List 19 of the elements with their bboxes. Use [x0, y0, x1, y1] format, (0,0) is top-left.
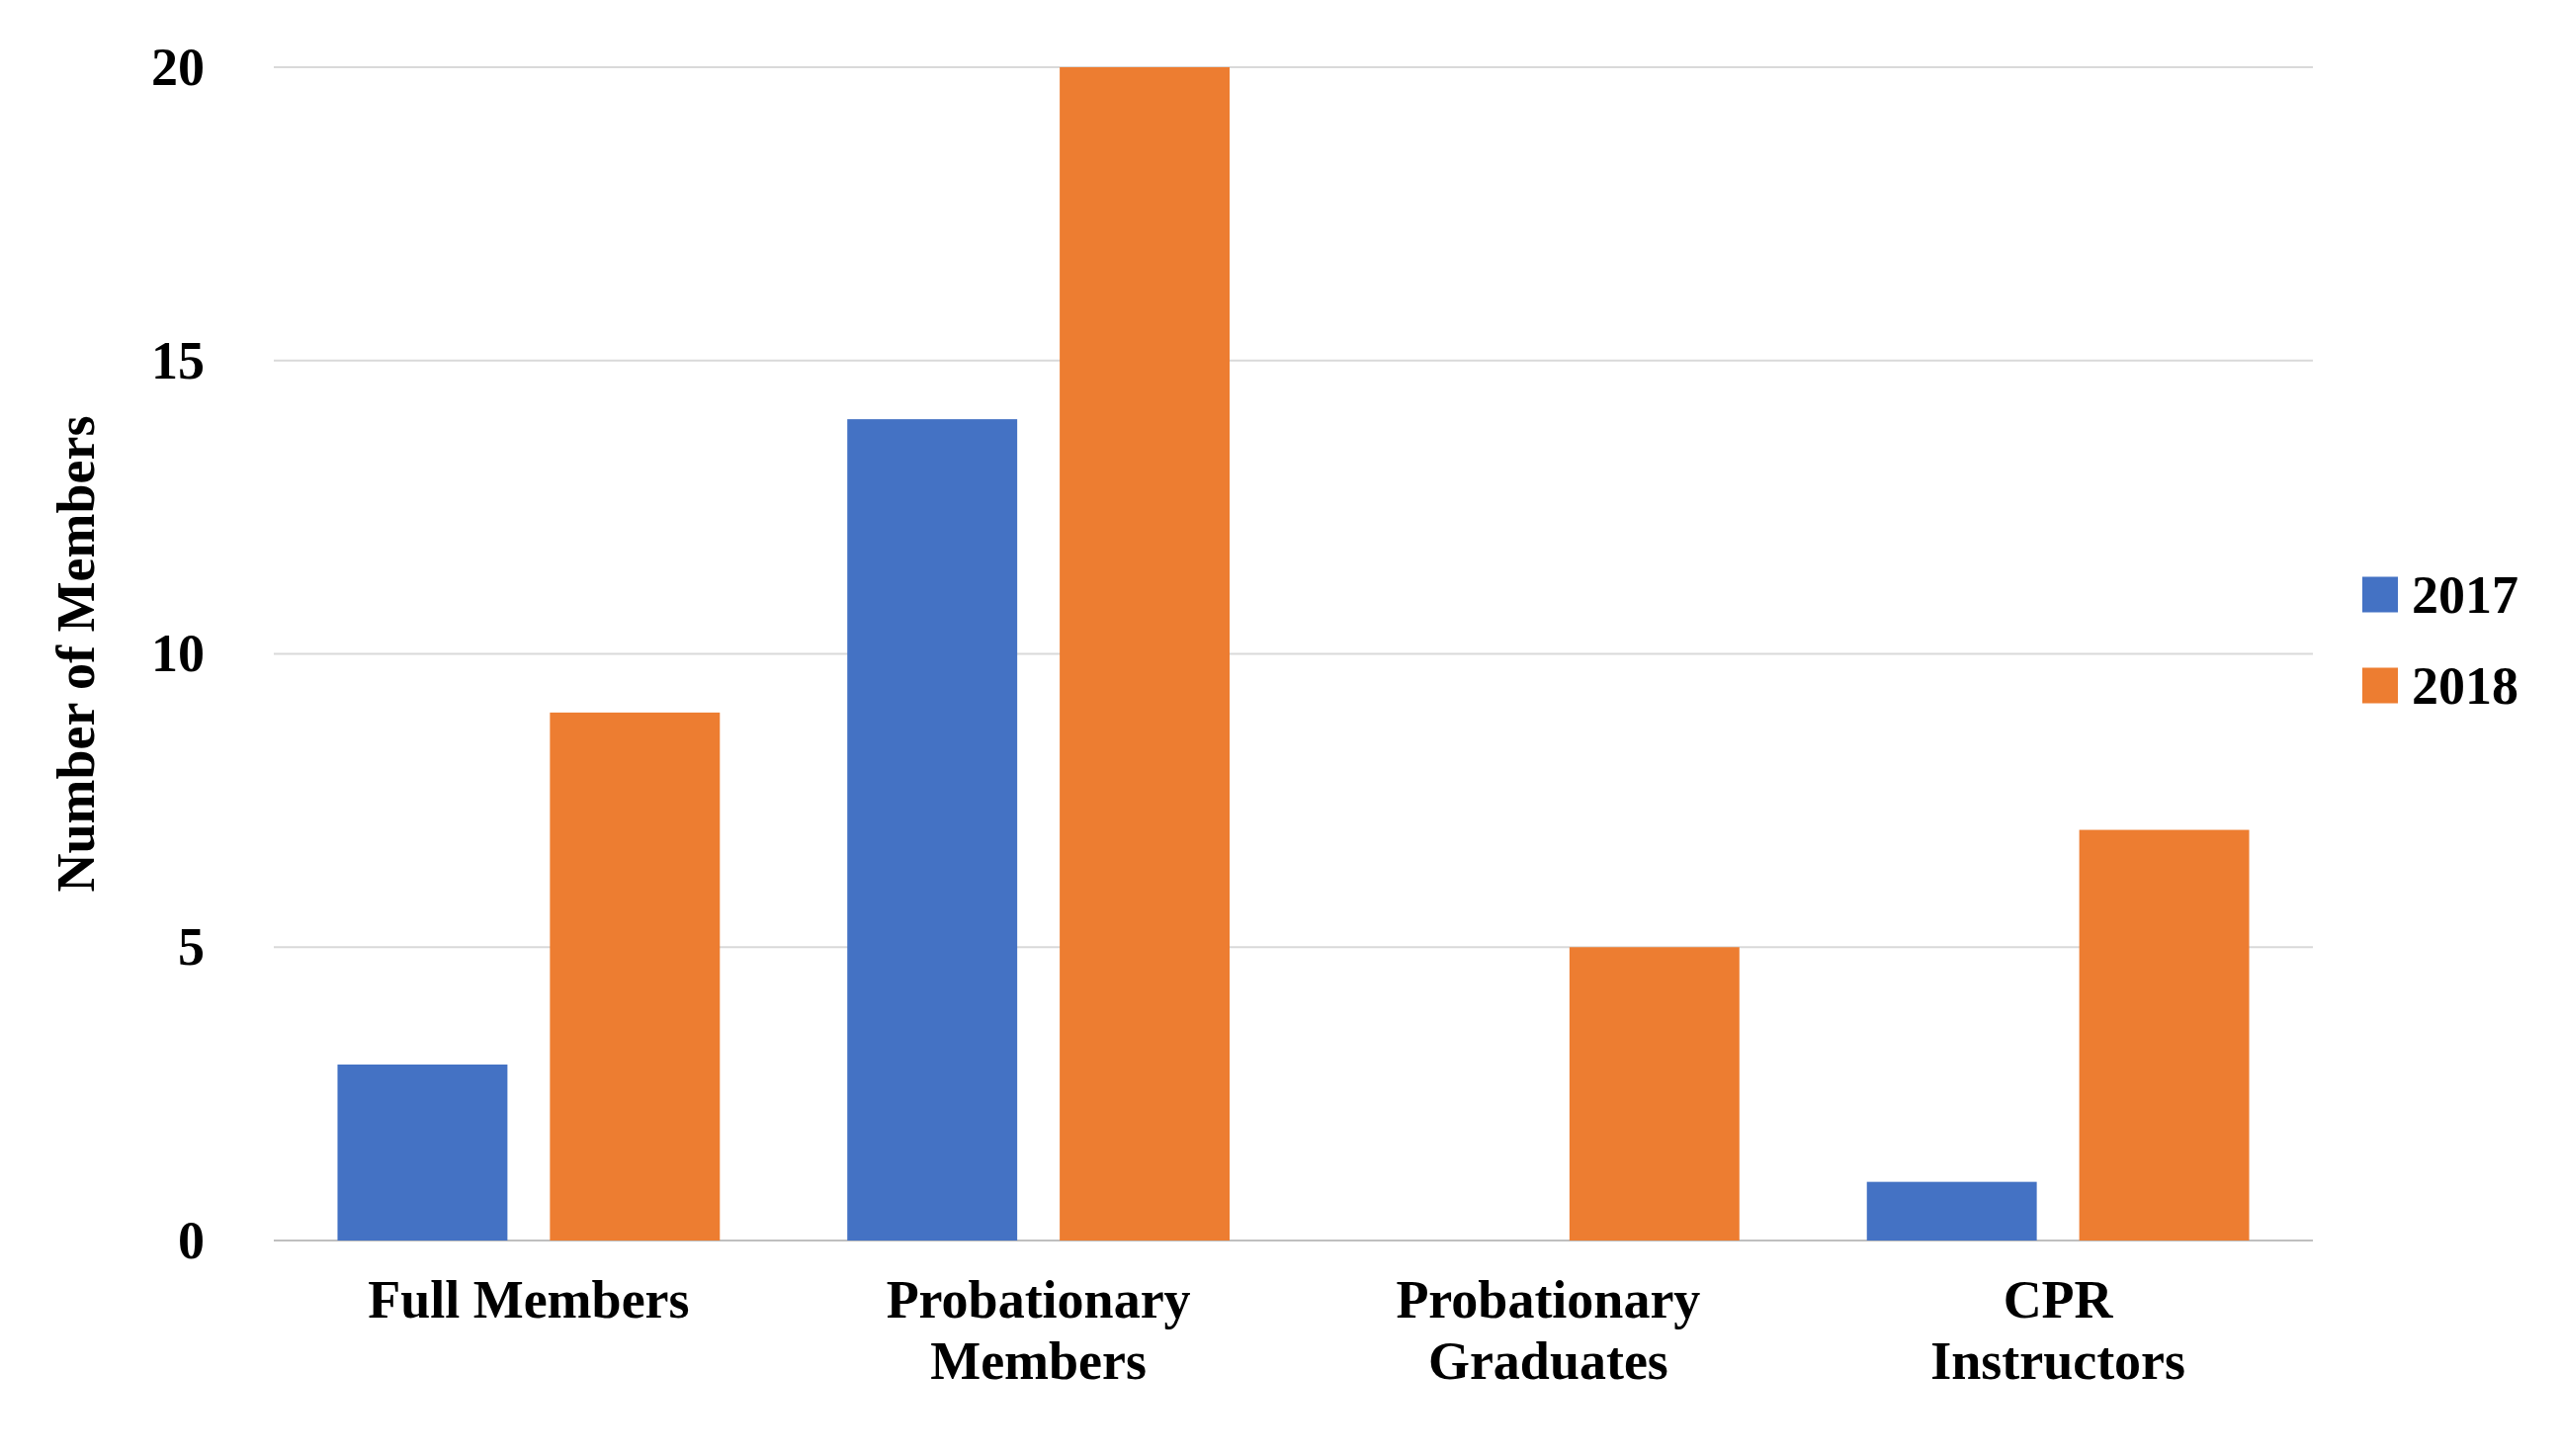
y-tick-label: 0: [178, 1210, 205, 1270]
y-tick-label: 10: [151, 624, 205, 684]
bar: [1060, 67, 1231, 1241]
bar: [1569, 947, 1740, 1241]
bar: [2079, 829, 2250, 1241]
bar: [1866, 1181, 2037, 1241]
y-axis-title: Number of Members: [46, 415, 106, 893]
bar: [847, 419, 1018, 1241]
y-tick-label: 5: [178, 917, 205, 978]
x-tick-label: Probationary Graduates: [1396, 1270, 1701, 1391]
bar: [550, 712, 721, 1241]
y-tick-label: 20: [151, 37, 205, 97]
x-tick-label: Probationary Members: [886, 1270, 1191, 1391]
x-tick-label: Full Members: [368, 1270, 690, 1329]
bar: [337, 1064, 508, 1241]
y-tick-label: 15: [151, 330, 205, 390]
legend-label: 2018: [2412, 655, 2518, 716]
legend-label: 2017: [2412, 564, 2518, 625]
x-tick-label: CPR Instructors: [1930, 1270, 2186, 1391]
